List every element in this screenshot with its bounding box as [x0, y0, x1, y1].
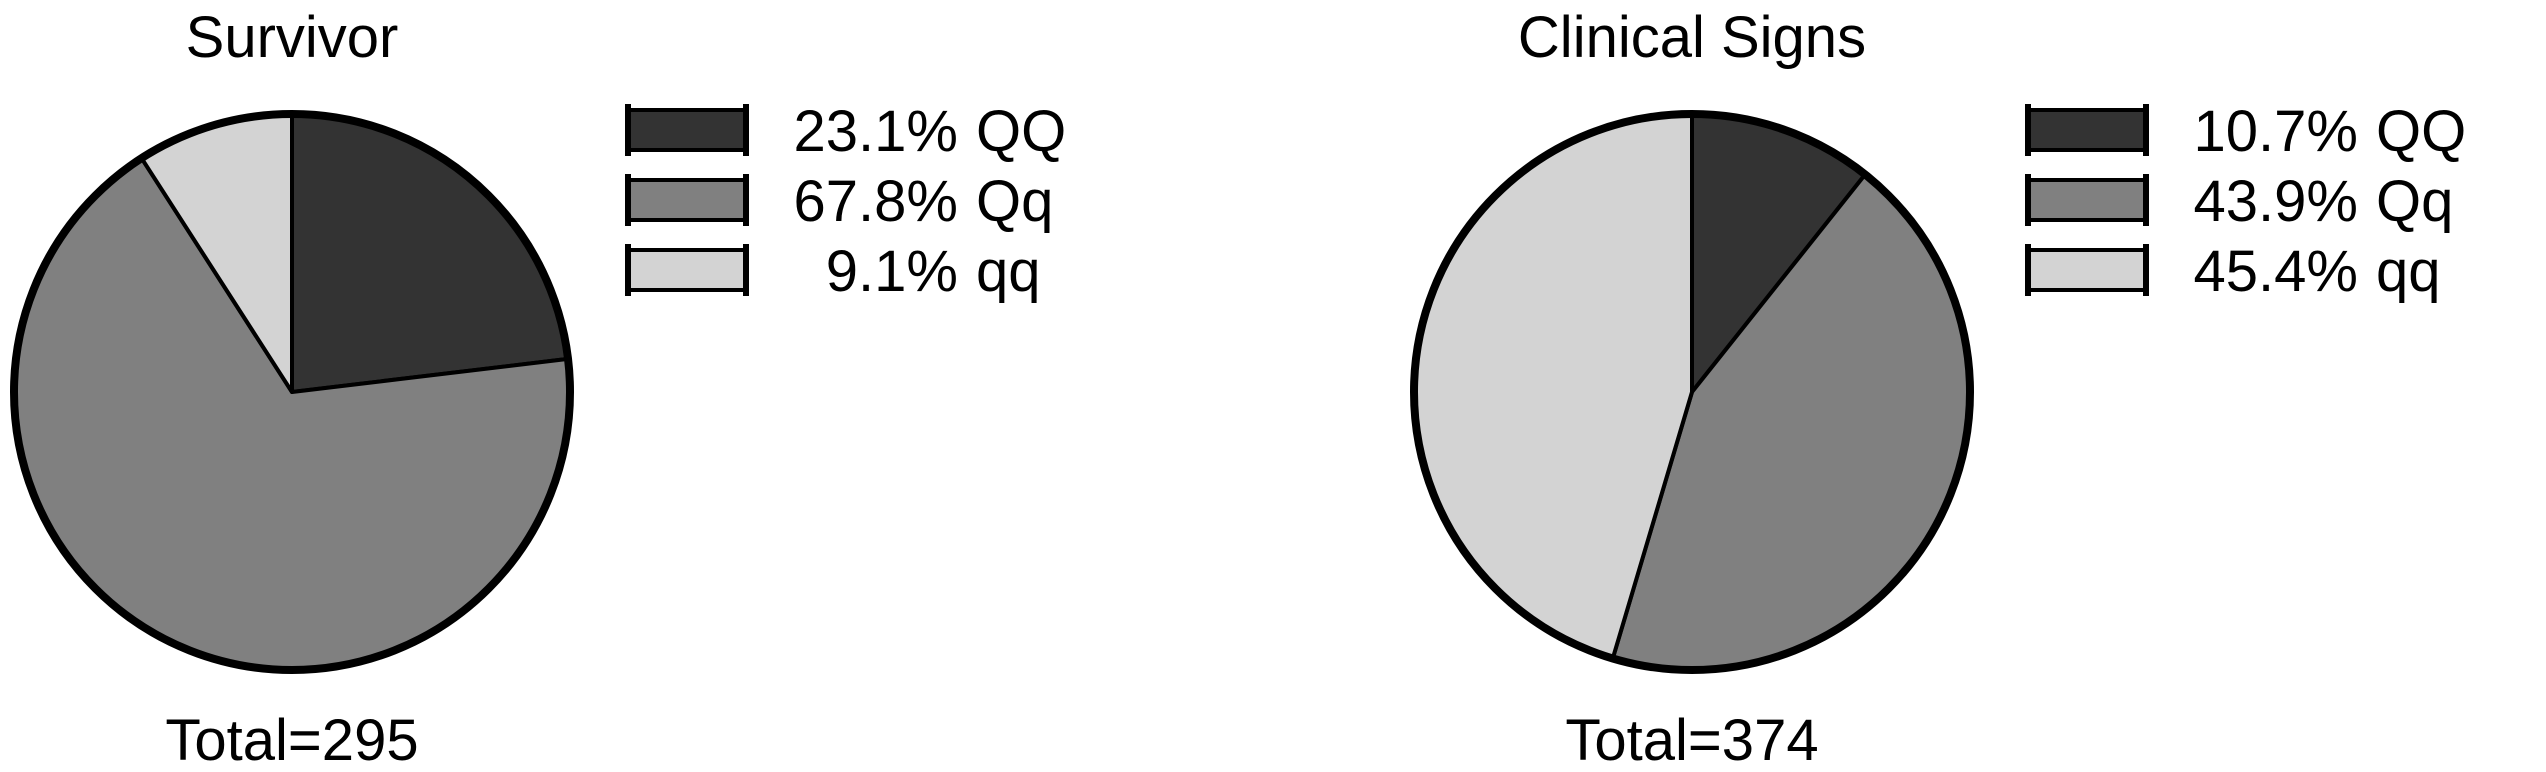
clinical-signs-legend-percent-Qq: 43.9% [2194, 169, 2358, 234]
clinical-signs-legend-label-QQ: QQ [2376, 99, 2466, 164]
clinical-signs-legend-swatch-QQ [2026, 108, 2148, 152]
survivor-chart: Survivor 23.1% QQ 67.8% Qq 9.1% qq Total=295 [10, 5, 1066, 772]
clinical-signs-chart: Clinical Signs 10.7% QQ 43.9% Qq 45.4% qq Tot… [1410, 5, 2466, 772]
survivor-legend-percent-QQ: 23.1% [794, 99, 958, 164]
survivor-legend-item-Qq: 67.8% Qq [625, 169, 1053, 234]
clinical-signs-legend-label-Qq: Qq [2376, 169, 2453, 234]
clinical-signs-pie [1410, 110, 1974, 674]
clinical-signs-legend-swatch-qq [2026, 248, 2148, 292]
clinical-signs-legend-swatch-Qq [2026, 178, 2148, 222]
clinical-signs-legend-item-QQ: 10.7% QQ [2025, 99, 2466, 164]
clinical-signs-legend-label-qq: qq [2376, 239, 2441, 304]
survivor-pie-outline [10, 110, 574, 674]
clinical-signs-pie-outline [1410, 110, 1974, 674]
clinical-signs-legend: 10.7% QQ 43.9% Qq 45.4% qq [2025, 99, 2466, 304]
survivor-legend-swatch-Qq [626, 178, 748, 222]
clinical-signs-legend-percent-QQ: 10.7% [2194, 99, 2358, 164]
survivor-legend-swatch-qq [626, 248, 748, 292]
survivor-legend-item-QQ: 23.1% QQ [625, 99, 1066, 164]
clinical-signs-legend-item-Qq: 43.9% Qq [2025, 169, 2453, 234]
survivor-legend-item-qq: 9.1% qq [625, 239, 1041, 304]
survivor-legend-label-qq: qq [976, 239, 1041, 304]
survivor-pie [10, 110, 574, 674]
clinical-signs-title: Clinical Signs [1518, 5, 1866, 70]
survivor-legend-label-QQ: QQ [976, 99, 1066, 164]
clinical-signs-total-label: Total=374 [1565, 708, 1818, 772]
survivor-legend: 23.1% QQ 67.8% Qq 9.1% qq [625, 99, 1066, 304]
survivor-legend-percent-qq: 9.1% [826, 239, 958, 304]
survivor-slice-QQ [290, 112, 571, 394]
clinical-signs-legend-item-qq: 45.4% qq [2025, 239, 2441, 304]
survivor-legend-swatch-QQ [626, 108, 748, 152]
survivor-legend-percent-Qq: 67.8% [794, 169, 958, 234]
survivor-total-label: Total=295 [165, 708, 418, 772]
survivor-title: Survivor [186, 5, 399, 70]
survivor-legend-label-Qq: Qq [976, 169, 1053, 234]
clinical-signs-legend-percent-qq: 45.4% [2194, 239, 2358, 304]
